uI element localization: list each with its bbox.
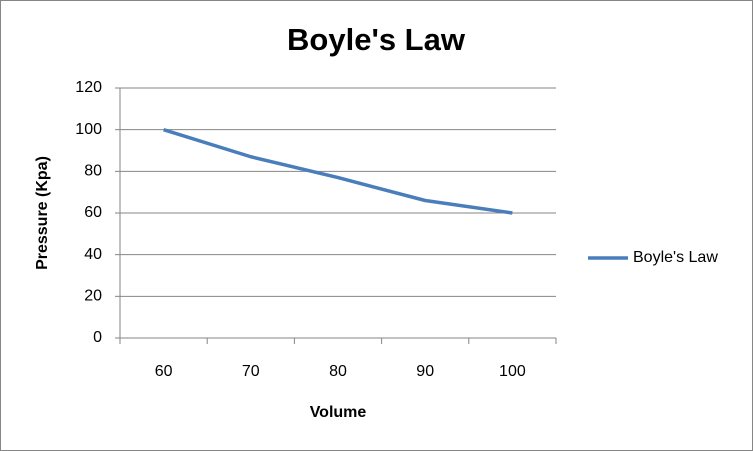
data-line: [163, 127, 513, 215]
x-axis-label: Volume: [310, 404, 367, 421]
legend-label: Boyle's Law: [633, 249, 718, 266]
y-tick-label: 60: [84, 204, 102, 221]
x-tick-label: 100: [499, 363, 526, 380]
y-tick-label: 100: [75, 121, 102, 138]
y-tick-label: 80: [84, 163, 102, 180]
x-tick-label: 60: [155, 363, 173, 380]
y-axis-label: Pressure (Kpa): [34, 156, 51, 270]
x-tick-label: 70: [242, 363, 260, 380]
y-tick-label: 120: [75, 79, 102, 96]
x-tick-label: 80: [329, 363, 347, 380]
chart-title: Boyle's Law: [287, 22, 466, 57]
y-tick-label: 40: [84, 246, 102, 263]
y-tick-label: 0: [93, 329, 102, 346]
x-tick-label: 90: [416, 363, 434, 380]
y-tick-label: 20: [84, 288, 102, 305]
